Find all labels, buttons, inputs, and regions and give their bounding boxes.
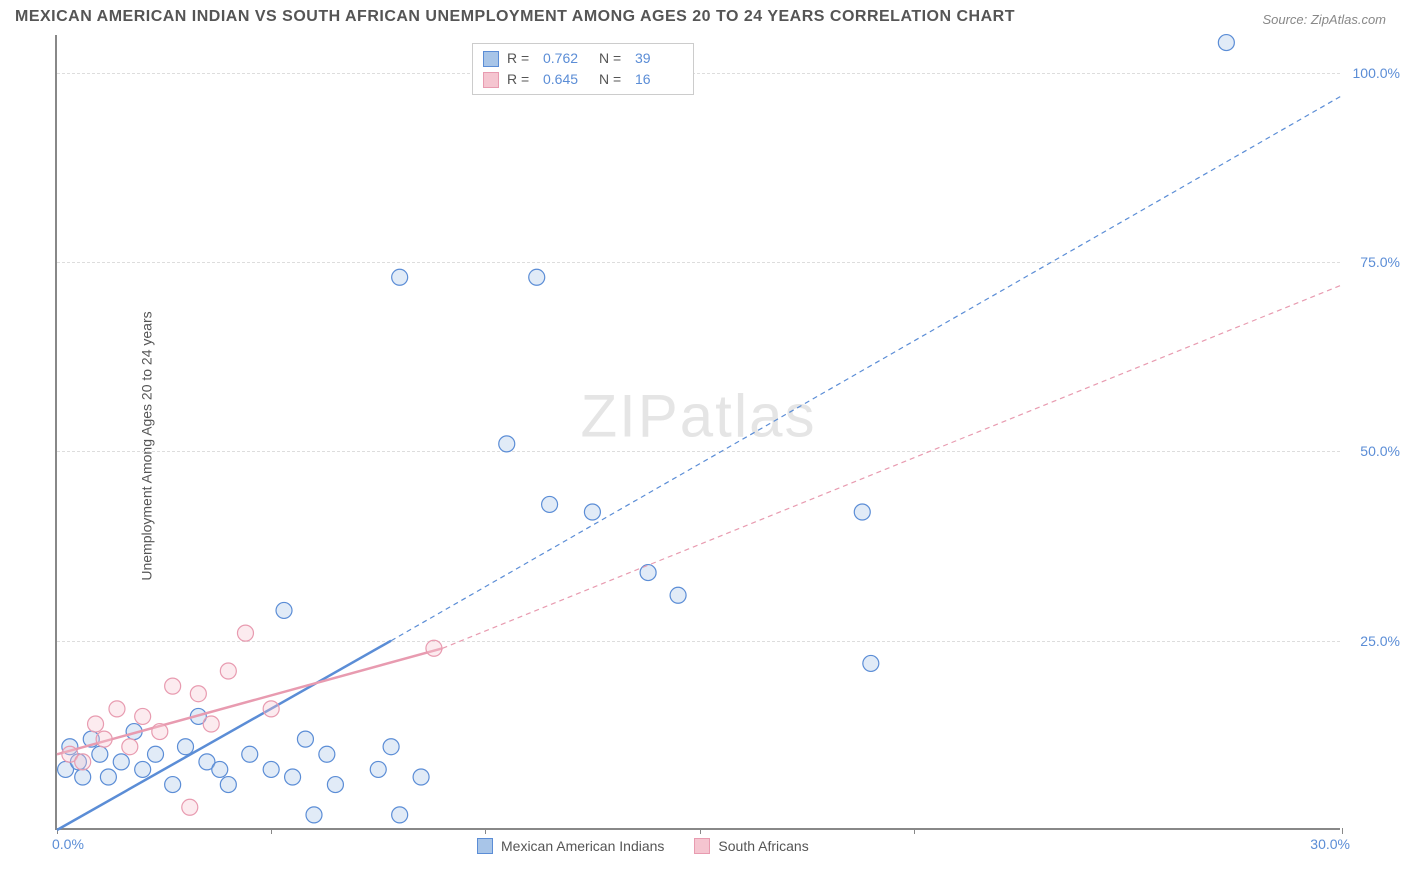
x-tick-mark [485, 828, 486, 834]
legend-1-swatch [477, 838, 493, 854]
legend-item-2: South Africans [694, 838, 808, 854]
scatter-plot-svg [57, 35, 1340, 828]
series-2-n-value: 16 [635, 69, 683, 90]
legend-1-label: Mexican American Indians [501, 838, 664, 854]
r-label: R = [507, 48, 535, 69]
chart-container: MEXICAN AMERICAN INDIAN VS SOUTH AFRICAN… [0, 0, 1406, 892]
series-1-n-value: 39 [635, 48, 683, 69]
n-label: N = [599, 69, 627, 90]
chart-title: MEXICAN AMERICAN INDIAN VS SOUTH AFRICAN… [15, 8, 1015, 26]
series-1-r-value: 0.762 [543, 48, 591, 69]
series-2-swatch [483, 72, 499, 88]
r-label: R = [507, 69, 535, 90]
y-tick-label: 100.0% [1345, 65, 1400, 81]
x-tick-mark [700, 828, 701, 834]
series-legend: Mexican American Indians South Africans [477, 838, 809, 854]
x-tick-mark [271, 828, 272, 834]
x-axis-max-label: 30.0% [1310, 836, 1350, 852]
legend-2-swatch [694, 838, 710, 854]
source-attribution: Source: ZipAtlas.com [1262, 12, 1386, 27]
legend-item-1: Mexican American Indians [477, 838, 664, 854]
y-tick-label: 75.0% [1345, 254, 1400, 270]
series-1-swatch [483, 51, 499, 67]
y-tick-label: 25.0% [1345, 633, 1400, 649]
plot-area: ZIPatlas 25.0%50.0%75.0%100.0% R = 0.762… [55, 35, 1340, 830]
n-label: N = [599, 48, 627, 69]
x-tick-mark [1342, 828, 1343, 834]
correlation-legend: R = 0.762 N = 39 R = 0.645 N = 16 [472, 43, 694, 95]
y-tick-label: 50.0% [1345, 443, 1400, 459]
correlation-row-2: R = 0.645 N = 16 [483, 69, 683, 90]
x-tick-mark [914, 828, 915, 834]
series-2-r-value: 0.645 [543, 69, 591, 90]
legend-2-label: South Africans [718, 838, 808, 854]
correlation-row-1: R = 0.762 N = 39 [483, 48, 683, 69]
x-axis-min-label: 0.0% [52, 836, 84, 852]
